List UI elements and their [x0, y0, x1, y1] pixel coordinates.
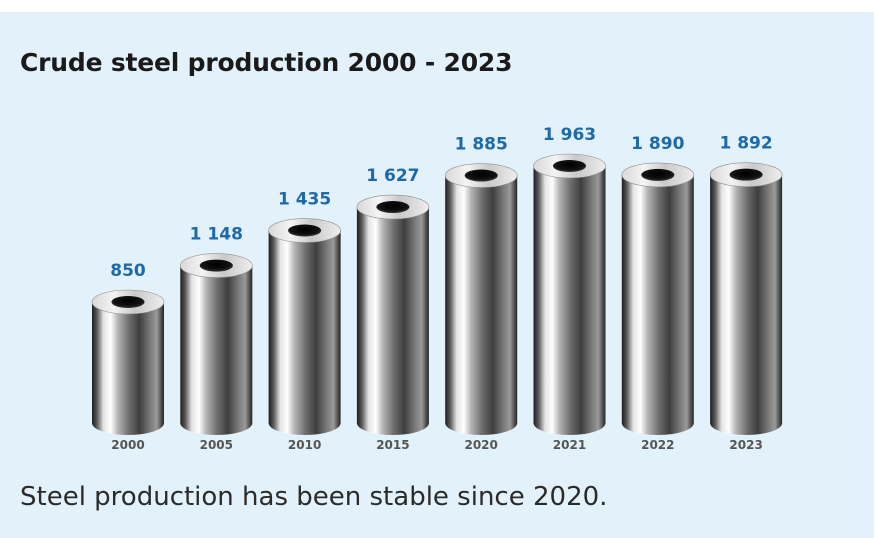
cylinder-body — [533, 166, 606, 435]
chart-title: Crude steel production 2000 - 2023 — [20, 48, 513, 77]
cylinder-hole — [199, 259, 233, 272]
bar-2022: 1 890 2022 — [621, 134, 695, 452]
cylinder-hole — [464, 169, 498, 182]
value-label: 850 — [110, 261, 146, 281]
cylinder-body — [621, 174, 694, 435]
category-label: 2000 — [111, 438, 144, 452]
chart-panel: Crude steel production 2000 - 2023 — [0, 12, 874, 538]
bar-2020: 1 885 2020 — [444, 135, 518, 452]
cylinder-hole — [288, 224, 322, 237]
category-label: 2005 — [200, 438, 233, 452]
cylinder-body — [92, 302, 164, 435]
bar-2000: 850 2000 — [91, 261, 165, 452]
bar-2005: 1 148 2005 — [180, 225, 253, 452]
value-label: 1 963 — [543, 125, 596, 145]
category-label: 2015 — [376, 438, 409, 452]
bar-2023: 1 892 2023 — [709, 134, 783, 452]
cylinder-body — [445, 175, 518, 435]
category-label: 2020 — [464, 438, 497, 452]
bar-2010: 1 435 2010 — [268, 190, 341, 452]
cylinder-hole — [729, 168, 763, 181]
bar-2021: 1 963 2021 — [533, 125, 606, 452]
value-label: 1 890 — [631, 134, 684, 154]
value-label: 1 885 — [455, 135, 508, 155]
chart-footnote: Steel production has been stable since 2… — [20, 482, 608, 512]
value-label: 1 148 — [190, 225, 243, 245]
category-label: 2023 — [729, 438, 762, 452]
cylinder-body — [268, 230, 341, 435]
cylinder-hole — [552, 160, 587, 172]
bar-2015: 1 627 2015 — [356, 166, 430, 452]
value-label: 1 892 — [719, 134, 772, 154]
cylinder-hole — [376, 201, 410, 214]
steel-bar-chart: 850 2000 1 148 2005 1 435 2010 1 627 2015 1 885 2… — [91, 125, 783, 452]
value-label: 1 627 — [366, 166, 419, 186]
cylinder-hole — [111, 296, 145, 308]
value-label: 1 435 — [278, 190, 331, 210]
category-label: 2021 — [553, 438, 586, 452]
category-label: 2010 — [288, 438, 321, 452]
cylinder-hole — [641, 168, 675, 181]
cylinder-body — [356, 207, 429, 435]
cylinder-body — [710, 174, 783, 435]
cylinder-body — [180, 265, 253, 435]
category-label: 2022 — [641, 438, 674, 452]
